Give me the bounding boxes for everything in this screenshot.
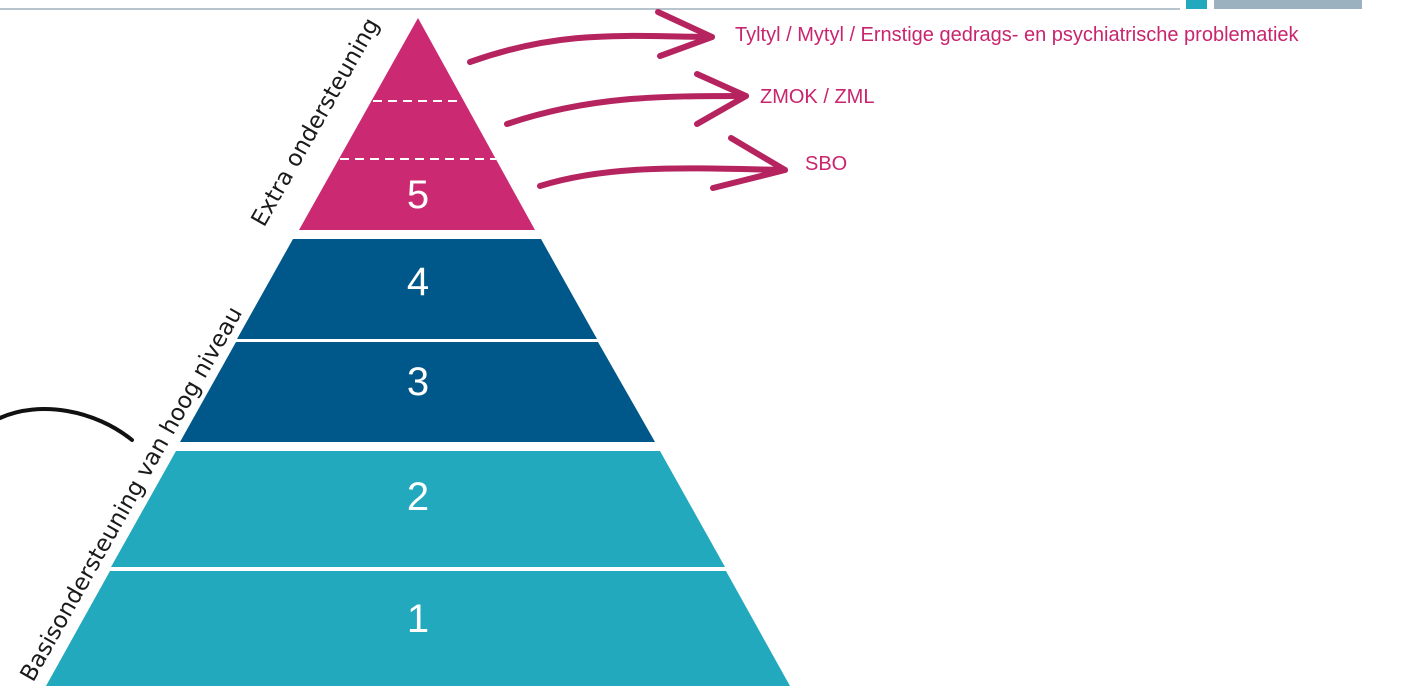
level-5-number: 5 bbox=[407, 173, 429, 217]
arrow-1 bbox=[467, 9, 715, 65]
level-5-band bbox=[299, 18, 535, 230]
arrow-2-label: ZMOK / ZML bbox=[760, 86, 874, 108]
level-4-band bbox=[237, 239, 597, 339]
level-2-band bbox=[111, 451, 725, 567]
level-4-number: 4 bbox=[407, 260, 429, 304]
arrow-3 bbox=[537, 135, 788, 191]
level-1-band bbox=[46, 571, 790, 686]
level-3-number: 3 bbox=[407, 360, 429, 404]
level-3-band bbox=[180, 342, 655, 442]
arrow-2 bbox=[504, 71, 749, 127]
pointer-stroke bbox=[0, 407, 134, 442]
arrow-3-label: SBO bbox=[805, 153, 847, 175]
corner-block-grey bbox=[1214, 0, 1362, 9]
corner-block-teal bbox=[1186, 0, 1207, 9]
arrow-1-label: Tyltyl / Mytyl / Ernstige gedrags- en ps… bbox=[735, 24, 1300, 46]
level-2-number: 2 bbox=[407, 475, 429, 519]
level-1-number: 1 bbox=[407, 597, 429, 641]
